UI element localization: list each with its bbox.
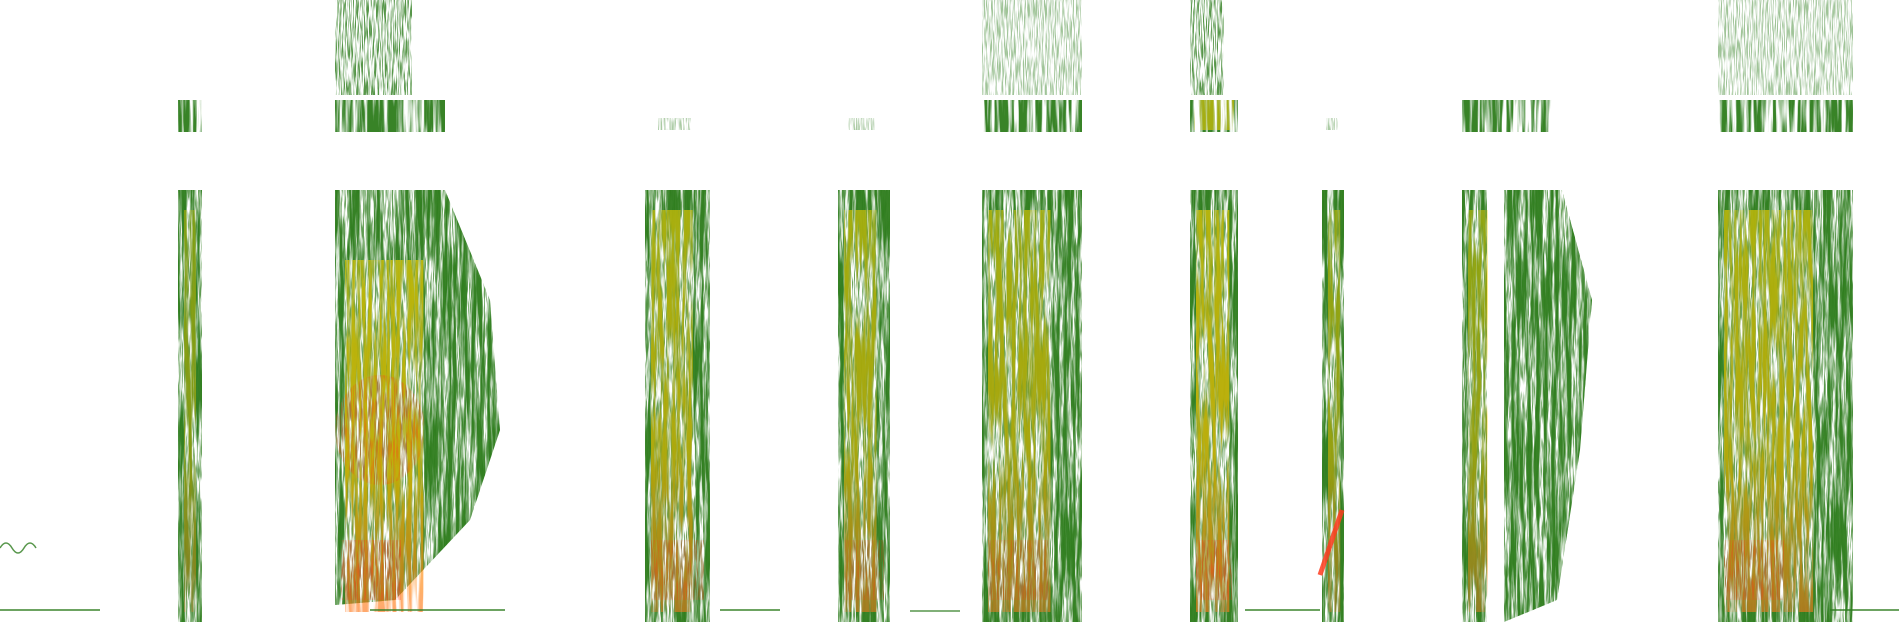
upper-energy [982, 100, 1082, 132]
energy-speckle [1462, 190, 1592, 622]
upper-energy [982, 0, 1082, 95]
upper-energy [335, 0, 412, 95]
upper-energy [1194, 100, 1234, 130]
upper-patch-s5 [982, 0, 1082, 132]
lower-band [178, 190, 1853, 622]
energy-peak [988, 540, 1048, 600]
wiggle-trace [0, 542, 37, 554]
upper-speck [1326, 118, 1338, 130]
segment-s7 [1317, 190, 1345, 622]
energy-peak [341, 540, 401, 600]
segment-s6 [1190, 190, 1238, 622]
upper-patch-s6 [1190, 0, 1238, 132]
upper-energy [335, 100, 445, 132]
energy-peak [1317, 509, 1345, 576]
energy-core [1468, 210, 1488, 612]
upper-speck [848, 118, 875, 130]
upper-patch-s8 [1462, 100, 1552, 132]
segment-s5 [982, 190, 1082, 622]
energy-peak [1724, 540, 1784, 600]
upper-energy [1190, 0, 1224, 95]
upper-band [178, 0, 1853, 132]
energy-core [1328, 210, 1341, 612]
upper-energy [1718, 0, 1853, 95]
energy-core [184, 210, 197, 612]
segment-s2 [335, 190, 500, 612]
upper-speck [658, 118, 691, 130]
segment-s4 [838, 190, 890, 622]
segment-s9 [1718, 190, 1853, 622]
upper-patch-s9 [1718, 0, 1853, 132]
upper-energy [1718, 100, 1853, 132]
energy-peak [335, 375, 425, 485]
segment-s3 [645, 190, 710, 622]
upper-energy [1462, 100, 1552, 132]
segment-s8 [1462, 190, 1592, 622]
energy-peak [651, 540, 704, 600]
segment-s1 [178, 190, 202, 622]
energy-peak [1196, 540, 1232, 600]
upper-patch-s1 [178, 100, 202, 132]
baseline-traces [0, 542, 1899, 612]
upper-patch-s2 [335, 0, 445, 132]
energy-peak [844, 540, 884, 600]
upper-energy [178, 100, 202, 132]
